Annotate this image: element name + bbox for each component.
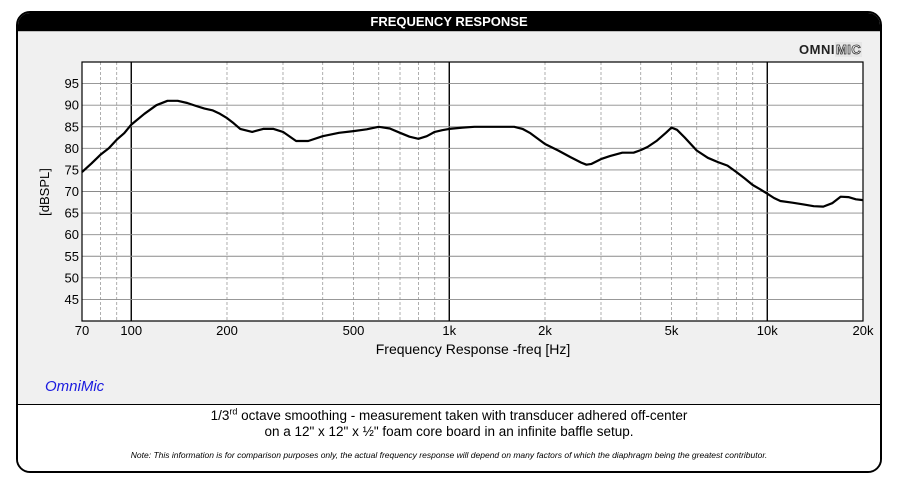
- x-tick-label: 5k: [665, 323, 679, 338]
- notes-disclaimer: Note: This information is for comparison…: [130, 450, 768, 460]
- y-tick-label: 55: [65, 249, 79, 264]
- x-tick-label: 10k: [757, 323, 778, 338]
- y-tick-label: 80: [65, 141, 79, 156]
- x-tick-label: 70: [75, 323, 89, 338]
- y-tick-label: 95: [65, 76, 79, 91]
- omnimic-brand-label: OmniMic: [45, 378, 105, 395]
- y-tick-label: 70: [65, 184, 79, 199]
- x-tick-label: 500: [343, 323, 365, 338]
- x-tick-label: 20k: [853, 323, 874, 338]
- notes-line-1: 1/3rd octave smoothing - measurement tak…: [18, 406, 880, 423]
- x-tick-label: 1k: [442, 323, 456, 338]
- logo-text-mic: MIC: [834, 42, 863, 57]
- y-tick-labels: 45 50 55 60 65 70 75 80 85 90 95: [65, 76, 79, 307]
- measurement-notes: 1/3rd octave smoothing - measurement tak…: [18, 405, 880, 471]
- notes-line-1-pre: 1/3: [210, 408, 230, 423]
- y-tick-label: 75: [65, 162, 79, 177]
- y-tick-label: 90: [65, 98, 79, 113]
- series-line-frequency-response: [81, 99, 864, 208]
- x-tick-label: 100: [120, 323, 142, 338]
- notes-line-1-post: octave smoothing - measurement taken wit…: [237, 408, 688, 423]
- y-tick-label: 45: [65, 292, 79, 307]
- chart-title-bar: FREQUENCY RESPONSE: [18, 13, 880, 31]
- x-tick-label: 2k: [538, 323, 552, 338]
- y-axis-label: [dBSPL]: [37, 168, 52, 216]
- x-axis-label: Frequency Response -freq [Hz]: [376, 341, 571, 357]
- x-tick-label: 200: [216, 323, 238, 338]
- x-tick-labels: 70 100 200 500 1k 2k 5k 10k 20k: [75, 323, 874, 338]
- y-tick-label: 85: [65, 119, 79, 134]
- plot-border: [81, 61, 864, 322]
- notes-line-1-sup: rd: [229, 406, 238, 417]
- omnimic-logo: OMNIMIC: [799, 42, 863, 57]
- notes-line-2: on a 12" x 12" x ½" foam core board in a…: [264, 424, 634, 439]
- y-tick-label: 65: [65, 206, 79, 221]
- logo-text-omni: OMNI: [799, 42, 835, 57]
- y-tick-label: 50: [65, 270, 79, 285]
- plot-panel-border: [18, 31, 880, 405]
- y-tick-label: 60: [65, 227, 79, 242]
